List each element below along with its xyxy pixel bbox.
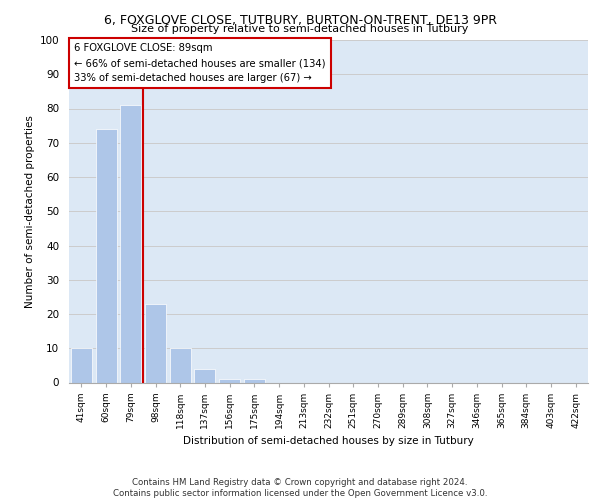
Bar	[219, 379, 240, 382]
Bar	[145, 304, 166, 382]
Bar	[244, 379, 265, 382]
Y-axis label: Number of semi-detached properties: Number of semi-detached properties	[25, 115, 35, 308]
Bar	[71, 348, 92, 382]
Text: Contains HM Land Registry data © Crown copyright and database right 2024.
Contai: Contains HM Land Registry data © Crown c…	[113, 478, 487, 498]
Bar	[194, 369, 215, 382]
Bar	[170, 348, 191, 382]
Bar	[95, 129, 116, 382]
Text: 6 FOXGLOVE CLOSE: 89sqm
← 66% of semi-detached houses are smaller (134)
33% of s: 6 FOXGLOVE CLOSE: 89sqm ← 66% of semi-de…	[74, 44, 326, 83]
Text: 6, FOXGLOVE CLOSE, TUTBURY, BURTON-ON-TRENT, DE13 9PR: 6, FOXGLOVE CLOSE, TUTBURY, BURTON-ON-TR…	[104, 14, 497, 27]
Text: Size of property relative to semi-detached houses in Tutbury: Size of property relative to semi-detach…	[131, 24, 469, 34]
X-axis label: Distribution of semi-detached houses by size in Tutbury: Distribution of semi-detached houses by …	[183, 436, 474, 446]
Bar	[120, 105, 141, 382]
